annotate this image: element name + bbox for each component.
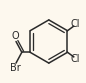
Text: Br: Br: [10, 63, 21, 73]
Text: O: O: [11, 31, 19, 41]
Text: Cl: Cl: [71, 20, 80, 29]
Text: Cl: Cl: [71, 54, 80, 63]
